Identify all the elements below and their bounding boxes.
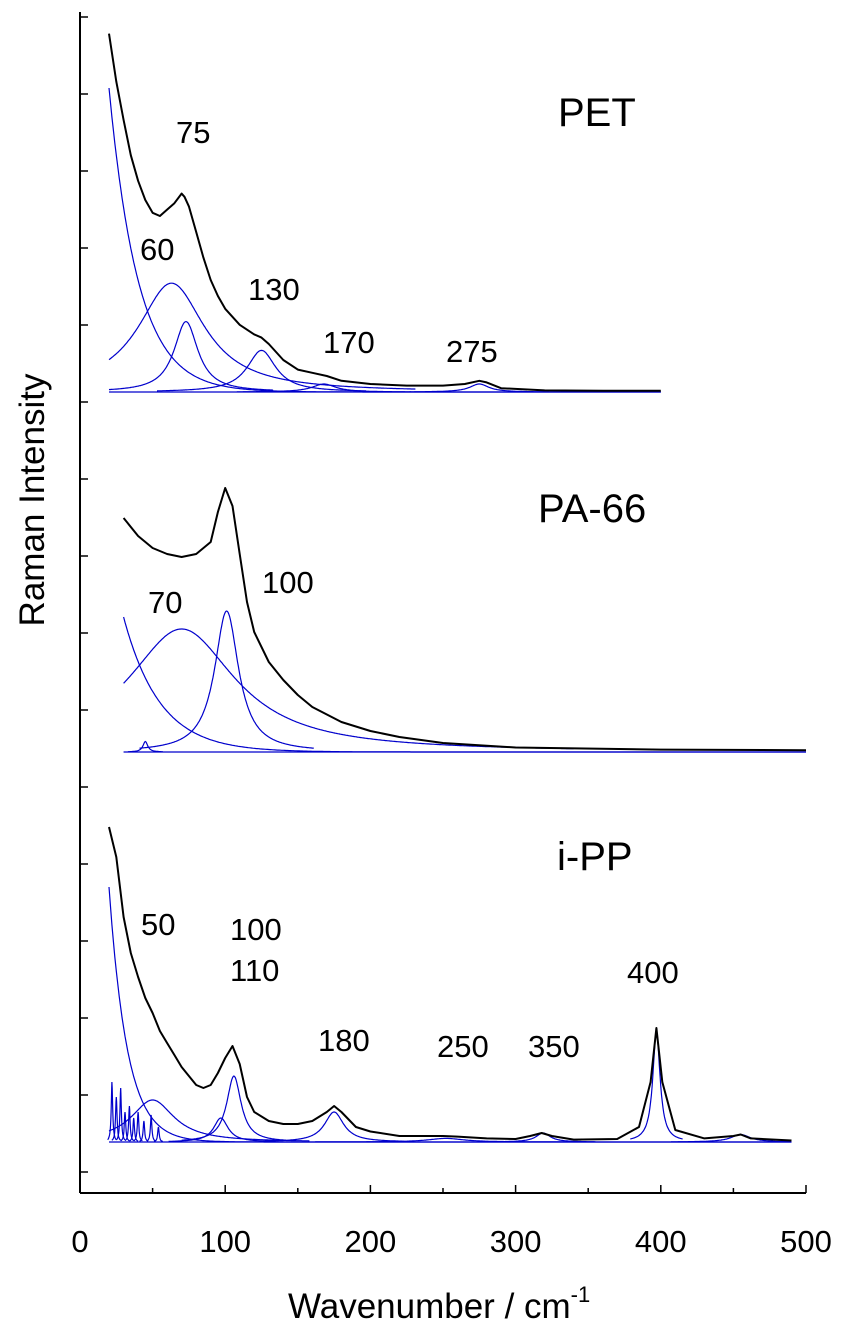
peak-label-ipp-110: 110 [230, 953, 279, 988]
panel-label-pet: PET [558, 91, 636, 135]
fit-sharp-line-ipp-22 [107, 1081, 117, 1141]
y-axis-ticks [80, 16, 88, 1173]
peak-label-pet-75: 75 [176, 115, 210, 150]
fit-sharp-line-ipp-37 [129, 1117, 139, 1142]
fit-sharp-line-ipp-25 [111, 1096, 122, 1141]
fit-sharp-line-ipp-34 [124, 1105, 135, 1142]
spectrum-pet [108, 33, 661, 392]
fit-component-ipp-106 [181, 1075, 287, 1141]
peak-label-ipp-180: 180 [318, 1023, 370, 1058]
fit-component-ipp-397 [630, 1030, 683, 1140]
x-axis-ticks: 0 100 200 300 400 500 [71, 1185, 832, 1259]
peak-label-ipp-350: 350 [528, 1029, 580, 1064]
x-tick-label-100: 100 [199, 1224, 251, 1259]
background-fit-pa66 [123, 616, 806, 753]
peak-label-pa66-100: 100 [262, 565, 314, 600]
fit-sharp-line-ipp-49 [146, 1114, 156, 1142]
peak-label-ipp-50: 50 [141, 907, 175, 942]
fit-sharp-line-ipp-54 [153, 1126, 163, 1142]
fit-component-pet-168 [236, 383, 412, 393]
x-axis-title-superscript: -1 [571, 1282, 591, 1307]
spectrum-ipp [108, 826, 792, 1142]
peak-label-pet-170: 170 [323, 325, 375, 360]
peak-label-ipp-100: 100 [230, 912, 282, 947]
peak-label-ipp-400: 400 [627, 955, 679, 990]
fit-component-pa66-101 [139, 610, 314, 749]
fit-component-pet-125 [157, 349, 366, 392]
x-tick-label-300: 300 [490, 1224, 542, 1259]
fit-component-ipp-252 [315, 1137, 577, 1143]
x-tick-label-200: 200 [345, 1224, 397, 1259]
x-tick-label-400: 400 [635, 1224, 687, 1259]
x-tick-label-500: 500 [780, 1224, 832, 1259]
plot-area [107, 33, 807, 1143]
fit-component-pet-73 [108, 320, 274, 391]
peak-label-pet-275: 275 [446, 334, 498, 369]
peak-label-pa66-70: 70 [148, 585, 182, 620]
background-fit-ipp [108, 886, 792, 1143]
panel-label-pa66: PA-66 [538, 487, 646, 531]
peak-label-pet-130: 130 [248, 272, 300, 307]
y-axis-title: Raman Intensity [13, 373, 52, 626]
fit-component-pet-275 [409, 383, 549, 393]
x-axis-title-text: Wavenumber / cm [288, 1287, 571, 1326]
fit-component-pa66-45 [127, 740, 163, 753]
fit-component-pet-63 [108, 282, 416, 390]
fit-component-ipp-455 [671, 1133, 792, 1143]
fit-component-ipp-175 [264, 1111, 404, 1142]
peak-label-pet-60: 60 [140, 232, 174, 267]
x-axis-title: Wavenumber / cm-1 [288, 1282, 590, 1326]
fit-sharp-line-ipp-28 [115, 1087, 126, 1141]
x-tick-label-0: 0 [71, 1224, 88, 1259]
fit-sharp-line-ipp-31 [120, 1111, 130, 1142]
peak-label-ipp-250: 250 [437, 1029, 489, 1064]
fit-component-ipp-97 [168, 1117, 274, 1142]
spectrum-pa66 [122, 487, 807, 752]
panel-label-ipp: i-PP [557, 835, 633, 879]
